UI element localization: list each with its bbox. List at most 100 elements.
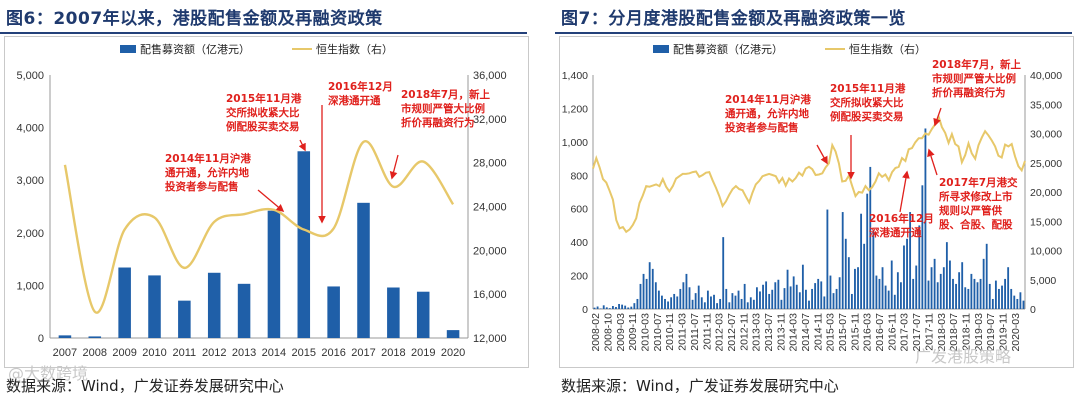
bar	[605, 307, 608, 309]
bar	[691, 299, 694, 309]
bar-2010	[148, 275, 161, 338]
x-tick-label: 2011-07	[689, 313, 701, 351]
bar	[630, 306, 633, 309]
bar	[676, 296, 679, 309]
bar-2014	[267, 210, 281, 338]
annotation-line: 所寻求修改上市	[939, 190, 1013, 203]
bar	[850, 293, 853, 309]
bar	[903, 245, 905, 309]
y-right-tick-label: 36,000	[473, 70, 507, 82]
bar	[875, 275, 878, 309]
bar	[615, 306, 617, 309]
bar	[792, 276, 795, 309]
x-tick-label: 2018-03	[936, 313, 948, 352]
bar	[942, 267, 945, 309]
x-tick-label: 2017-03	[899, 313, 911, 352]
bar	[994, 280, 997, 309]
y-right-tick-label: 35,000	[1030, 99, 1062, 111]
bar	[731, 293, 734, 309]
x-tick-label: 2012-11	[738, 313, 750, 351]
bar	[973, 278, 976, 309]
bar	[688, 287, 691, 309]
bar	[991, 298, 994, 309]
y-left-tick-label: 5,000	[16, 70, 44, 82]
annotation-line: 2018年7月，新上	[401, 88, 491, 101]
x-tick-label: 2008-02	[590, 313, 602, 352]
chart-frame	[4, 36, 529, 368]
bar	[906, 238, 908, 309]
bar	[967, 288, 970, 309]
x-tick-label: 2019-03	[973, 313, 985, 352]
bar	[949, 260, 951, 309]
bar	[713, 294, 715, 309]
bar-2016	[327, 286, 340, 338]
x-tick-label: 2010	[142, 347, 166, 359]
bar	[955, 283, 957, 309]
bar	[608, 308, 611, 309]
bar	[771, 289, 774, 309]
x-tick-label: 2012-03	[714, 313, 726, 352]
bar	[777, 279, 780, 309]
bar	[673, 293, 676, 309]
bar-2015	[297, 151, 311, 338]
bar	[694, 293, 697, 309]
annotation-line: 深港通开通	[869, 226, 922, 239]
x-tick-label: 2013-11	[775, 313, 787, 351]
bar	[945, 242, 948, 309]
bar	[768, 293, 771, 309]
y-right-tick-label: 12,000	[473, 333, 507, 345]
bar	[961, 262, 964, 309]
bar	[801, 264, 804, 309]
x-tick-label: 2011-03	[677, 313, 689, 351]
annotation-line: 2014年11月沪港	[165, 152, 251, 165]
bar	[866, 193, 869, 309]
x-tick-label: 2010-03	[640, 313, 652, 352]
bar	[737, 290, 740, 309]
bar	[593, 307, 596, 309]
annotation-arrow	[816, 144, 828, 165]
annotation-arrow	[389, 154, 399, 180]
annotation-line: 例配股买卖交易	[830, 110, 904, 123]
x-tick-label: 2011-11	[701, 313, 713, 350]
chart-frame	[559, 36, 1074, 368]
bar	[841, 212, 844, 309]
bar	[838, 277, 841, 309]
x-tick-label: 2015-11	[849, 313, 861, 351]
y-left-tick-label: 800	[570, 170, 588, 182]
x-tick-label: 2013-07	[763, 313, 775, 352]
y-left-tick-label: 0	[38, 333, 44, 345]
figure-7-chart: 配售募资额（亿港元） 恒生指数（右） 0 200 400 600 800 1,000 1,200…	[562, 42, 1063, 352]
legend-bar-label: 配售募资额（亿港元）	[140, 42, 250, 56]
figure-6-panel: 图6：2007年以来，港股配售金额及再融资政策 配售募资额（亿港元） 恒生指数（右…	[0, 0, 535, 403]
x-tick-label: 2015	[292, 347, 316, 359]
bar-2012	[207, 272, 221, 338]
bar	[762, 284, 764, 309]
y-left-tick-label: 0	[582, 304, 588, 316]
y-right-tick-label: 15,000	[1030, 216, 1062, 228]
bar-2008	[88, 336, 102, 338]
bar	[835, 288, 838, 309]
y-left-tick-label: 1,200	[562, 103, 588, 115]
annotation-line: 2018年7月，新上	[932, 58, 1022, 71]
legend-bar-swatch	[653, 45, 669, 53]
bar	[642, 273, 645, 309]
bar	[679, 288, 682, 309]
bar	[1019, 292, 1022, 309]
bar-2019	[416, 291, 430, 338]
y-right-tick-label: 30,000	[1030, 129, 1062, 141]
bar	[710, 296, 712, 309]
bar	[872, 230, 875, 309]
x-tick-label: 2009-03	[615, 313, 627, 352]
bar	[651, 268, 654, 309]
y-right-tick-label: 0	[1030, 304, 1036, 316]
bar	[654, 282, 657, 309]
x-tick-label: 2019-11	[997, 313, 1009, 351]
x-tick-label: 2014	[262, 347, 286, 359]
watermark-text: 广发港股策略	[915, 347, 1012, 366]
